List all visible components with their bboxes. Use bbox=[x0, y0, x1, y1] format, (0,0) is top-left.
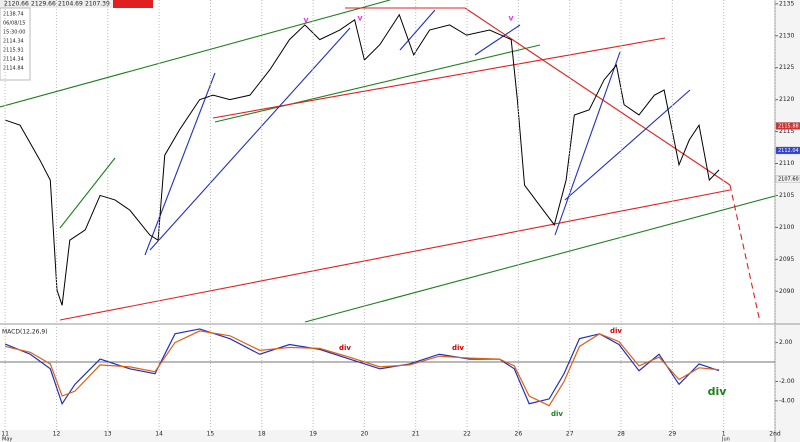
x-tick-label: 1 bbox=[722, 431, 726, 438]
x-tick-label: 21 bbox=[412, 431, 420, 438]
x-sublabel: May bbox=[2, 437, 12, 442]
trendline bbox=[399, 9, 436, 51]
trendline bbox=[464, 7, 731, 186]
info-value: 2114.34 bbox=[3, 57, 24, 63]
price-marker-label: 2112.04 bbox=[778, 148, 799, 154]
x-tick-label: 14 bbox=[155, 431, 163, 438]
info-value: 06/08/15 bbox=[3, 21, 25, 27]
trendline bbox=[149, 27, 351, 251]
price-marker-label: 2115.88 bbox=[778, 123, 799, 129]
header-value: 2104.69 bbox=[58, 1, 83, 8]
annotation: div bbox=[610, 327, 622, 335]
y-tick-label: 2130 bbox=[779, 32, 794, 39]
x-tick-label: 26 bbox=[515, 431, 523, 438]
y-tick-label: -4.00 bbox=[779, 397, 795, 404]
info-value: 2115.91 bbox=[3, 48, 24, 54]
data-line bbox=[4, 330, 720, 407]
info-value: 2114.34 bbox=[3, 39, 24, 45]
x-tick-label: 13 bbox=[104, 431, 112, 438]
header-swatch bbox=[113, 0, 153, 8]
header-value: 2107.39 bbox=[85, 1, 110, 8]
header-value: 2129.66 bbox=[31, 1, 56, 8]
trendline bbox=[474, 24, 521, 56]
trendline bbox=[212, 37, 666, 119]
header-value: 2120.66 bbox=[4, 1, 29, 8]
info-value: 15:30:00 bbox=[3, 30, 25, 36]
price-marker bbox=[775, 146, 800, 155]
annotation: div bbox=[452, 344, 464, 352]
x-tick-label: 15 bbox=[207, 431, 215, 438]
x-tick-label: 29 bbox=[669, 431, 677, 438]
x-tick-label: 11 bbox=[1, 431, 9, 438]
x-tick-label: 28 bbox=[617, 431, 625, 438]
y-tick-label: 2115 bbox=[779, 128, 794, 135]
x-tick-label: 20 bbox=[361, 431, 369, 438]
annotation: v bbox=[508, 14, 514, 23]
price-marker bbox=[775, 175, 800, 183]
y-tick-label: 2120 bbox=[779, 96, 794, 103]
y-tick-label: 2125 bbox=[779, 64, 794, 71]
panel-title: MACD(12,26,9) bbox=[2, 329, 48, 336]
trendline bbox=[0, 0, 391, 108]
x-tick-label: 19 bbox=[309, 431, 317, 438]
y-tick-label: 2090 bbox=[779, 288, 794, 295]
header-bar bbox=[0, 0, 150, 8]
y-tick-label: 2135 bbox=[779, 0, 794, 7]
info-box bbox=[0, 7, 31, 81]
info-value: 2138.74 bbox=[3, 12, 24, 18]
trendline bbox=[554, 51, 621, 236]
x-tick-label: 22 bbox=[463, 431, 471, 438]
trendline bbox=[564, 89, 691, 201]
trendlines bbox=[0, 0, 776, 323]
annotation: div bbox=[708, 385, 728, 398]
y-tick-label: 2.00 bbox=[779, 339, 793, 346]
annotation: v bbox=[357, 14, 363, 23]
annotation: v bbox=[303, 16, 309, 25]
time-axis-strip bbox=[0, 430, 800, 442]
y-tick-label: 2110 bbox=[779, 160, 794, 167]
price-axis-strip bbox=[775, 0, 800, 442]
y-tick-label: 2100 bbox=[779, 224, 794, 231]
trendline bbox=[59, 157, 116, 229]
x-tick-label: 27 bbox=[566, 431, 574, 438]
x-tick-label: 2nd bbox=[769, 431, 781, 438]
trendline bbox=[59, 189, 731, 321]
y-tick-label: 2105 bbox=[779, 192, 794, 199]
price-marker-label: 2107.60 bbox=[778, 176, 799, 182]
annotation: div bbox=[551, 410, 563, 418]
y-tick-label: -2.00 bbox=[779, 378, 795, 385]
x-tick-label: 18 bbox=[258, 431, 266, 438]
x-sublabel: Jun bbox=[721, 437, 730, 442]
trendline bbox=[214, 44, 541, 123]
price-marker bbox=[775, 122, 800, 130]
data-line bbox=[4, 13, 720, 306]
info-value: 2114.84 bbox=[3, 66, 24, 72]
x-tick-label: 12 bbox=[53, 431, 61, 438]
trendline bbox=[304, 195, 776, 323]
trendline bbox=[144, 72, 216, 256]
trendline bbox=[729, 184, 761, 323]
y-tick-label: 2095 bbox=[779, 256, 794, 263]
annotation: div bbox=[339, 344, 351, 352]
